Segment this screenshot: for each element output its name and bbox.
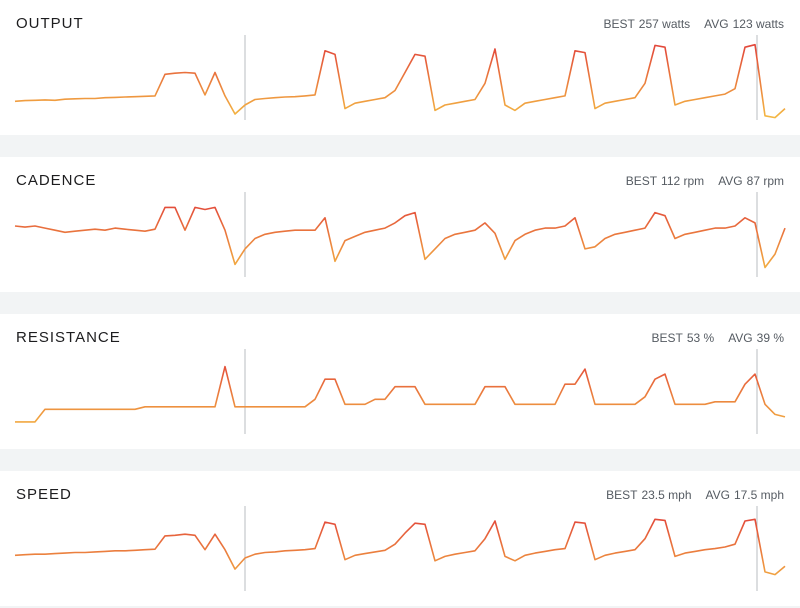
metric-chart (14, 506, 786, 591)
metric-title: SPEED (16, 486, 72, 503)
metric-line (14, 43, 786, 119)
metric-title: OUTPUT (16, 15, 84, 32)
avg-value: 87 rpm (746, 174, 784, 188)
metric-chart (14, 192, 786, 277)
best-value: 257 watts (638, 17, 691, 31)
best-value: 23.5 mph (641, 488, 692, 502)
metric-stats: BEST 257 watts AVG 123 watts (599, 17, 784, 31)
best-label: BEST (606, 488, 638, 502)
avg-value: 123 watts (732, 17, 784, 31)
best-label: BEST (651, 331, 683, 345)
metric-title: CADENCE (16, 172, 97, 189)
metric-chart (15, 349, 786, 434)
avg-label: AVG (718, 174, 743, 188)
best-label: BEST (603, 17, 635, 31)
metric-chart (14, 35, 786, 120)
avg-label: AVG (728, 331, 753, 345)
avg-label: AVG (704, 17, 729, 31)
avg-value: 39 % (756, 331, 784, 345)
metric-stats: BEST 53 % AVG 39 % (647, 331, 784, 345)
metric-panel: OUTPUT BEST 257 watts AVG 123 watts (0, 0, 800, 135)
metric-line (14, 206, 786, 269)
avg-label: AVG (705, 488, 730, 502)
metric-title: RESISTANCE (16, 329, 121, 346)
best-label: BEST (625, 174, 658, 188)
metric-line (14, 518, 786, 576)
metric-panel: CADENCE BEST 112 rpm AVG 87 rpm (0, 157, 800, 292)
metric-line (15, 365, 786, 423)
metric-panel: RESISTANCE BEST 53 % AVG 39 % (0, 314, 800, 449)
metric-stats: BEST 112 rpm AVG 87 rpm (622, 174, 784, 188)
metric-stats: BEST 23.5 mph AVG 17.5 mph (602, 488, 784, 502)
best-value: 53 % (686, 331, 715, 345)
best-value: 112 rpm (661, 174, 705, 188)
metric-panel: SPEED BEST 23.5 mph AVG 17.5 mph (0, 471, 800, 606)
avg-value: 17.5 mph (733, 488, 784, 502)
